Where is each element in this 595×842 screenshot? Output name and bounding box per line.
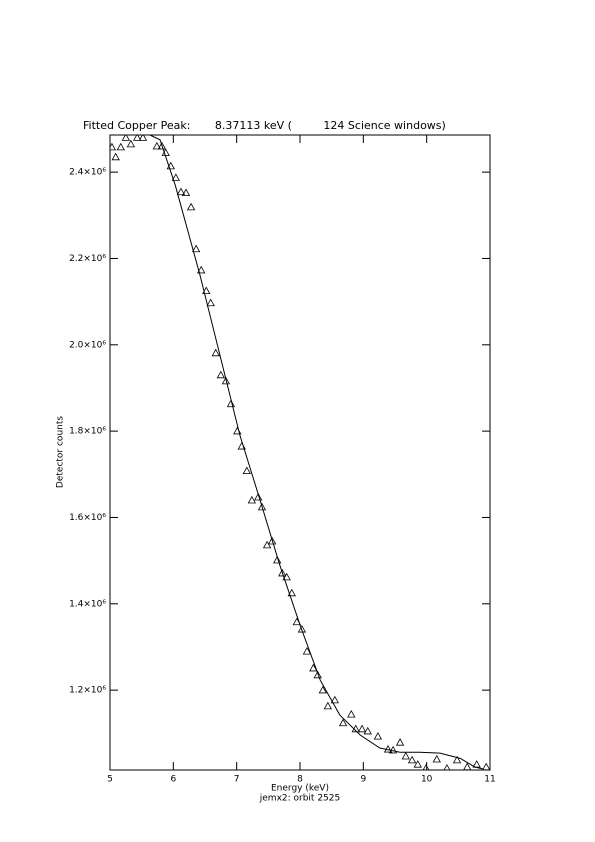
data-point: [138, 135, 148, 141]
x-axis-label: Energy (keV): [271, 784, 329, 794]
data-point: [422, 763, 430, 770]
data-point: [262, 540, 272, 549]
data-point: [309, 663, 318, 672]
data-point: [287, 588, 296, 597]
data-point: [278, 568, 287, 577]
fit-line: [149, 135, 484, 770]
data-point: [221, 376, 231, 385]
subtitle: jemx2: orbit 2525: [259, 794, 340, 804]
x-tick-label: 11: [484, 775, 495, 785]
data-point: [432, 754, 441, 763]
x-tick-label: 8: [297, 775, 303, 785]
y-axis-label: Detector counts: [56, 416, 66, 488]
data-point: [116, 142, 125, 151]
data-point: [181, 188, 191, 197]
data-point: [323, 701, 333, 710]
data-point: [282, 572, 291, 581]
data-point: [330, 695, 340, 704]
data-point: [202, 286, 211, 295]
x-tick-label: 6: [170, 775, 176, 785]
data-point: [452, 755, 462, 764]
data-point: [176, 187, 186, 196]
data-point: [413, 760, 422, 768]
data-point: [273, 555, 282, 564]
data-point: [395, 738, 405, 746]
data-point: [297, 624, 307, 633]
data-point: [318, 685, 327, 694]
data-point: [211, 348, 220, 357]
y-tick-label: 2.0×10⁶: [69, 340, 106, 350]
data-point: [191, 244, 201, 253]
data-point: [267, 536, 277, 545]
data-point: [388, 745, 398, 754]
data-point: [133, 135, 142, 141]
data-point: [216, 370, 226, 379]
data-point: [110, 142, 117, 151]
data-point: [363, 726, 372, 735]
data-point: [206, 298, 215, 307]
data-point: [482, 762, 490, 770]
y-tick-label: 2.4×10⁶: [69, 168, 106, 178]
x-tick-label: 9: [360, 775, 366, 785]
data-point: [242, 466, 251, 475]
data-point: [186, 202, 196, 211]
data-point: [197, 265, 206, 274]
y-tick-label: 1.4×10⁶: [69, 599, 106, 609]
data-point: [313, 670, 322, 679]
data-point: [111, 152, 120, 161]
data-point: [302, 646, 312, 655]
data-point: [126, 139, 136, 148]
data-point: [171, 173, 181, 181]
data-point: [357, 724, 367, 733]
data-point: [338, 718, 348, 727]
data-point: [247, 495, 257, 504]
x-tick-label: 5: [107, 775, 113, 785]
data-point: [121, 135, 131, 141]
data-point: [226, 399, 236, 408]
y-tick-label: 1.8×10⁶: [69, 427, 106, 437]
x-tick-label: 7: [234, 775, 240, 785]
data-point: [254, 492, 263, 501]
data-point: [152, 141, 162, 150]
data-point: [401, 751, 410, 760]
data-point: [373, 732, 383, 740]
data-point: [157, 141, 167, 150]
y-tick-label: 2.2×10⁶: [69, 254, 106, 264]
data-point: [257, 502, 267, 511]
chart-title: Fitted Copper Peak: 8.37113 keV ( 124 Sc…: [83, 119, 446, 132]
x-tick-label: 10: [421, 775, 433, 785]
y-tick-label: 1.2×10⁶: [69, 686, 106, 696]
data-point: [407, 755, 417, 764]
y-tick-label: 1.6×10⁶: [69, 513, 106, 523]
plot-content: [110, 135, 490, 770]
data-point: [443, 763, 451, 770]
data-point: [347, 709, 356, 718]
data-point: [463, 762, 472, 770]
